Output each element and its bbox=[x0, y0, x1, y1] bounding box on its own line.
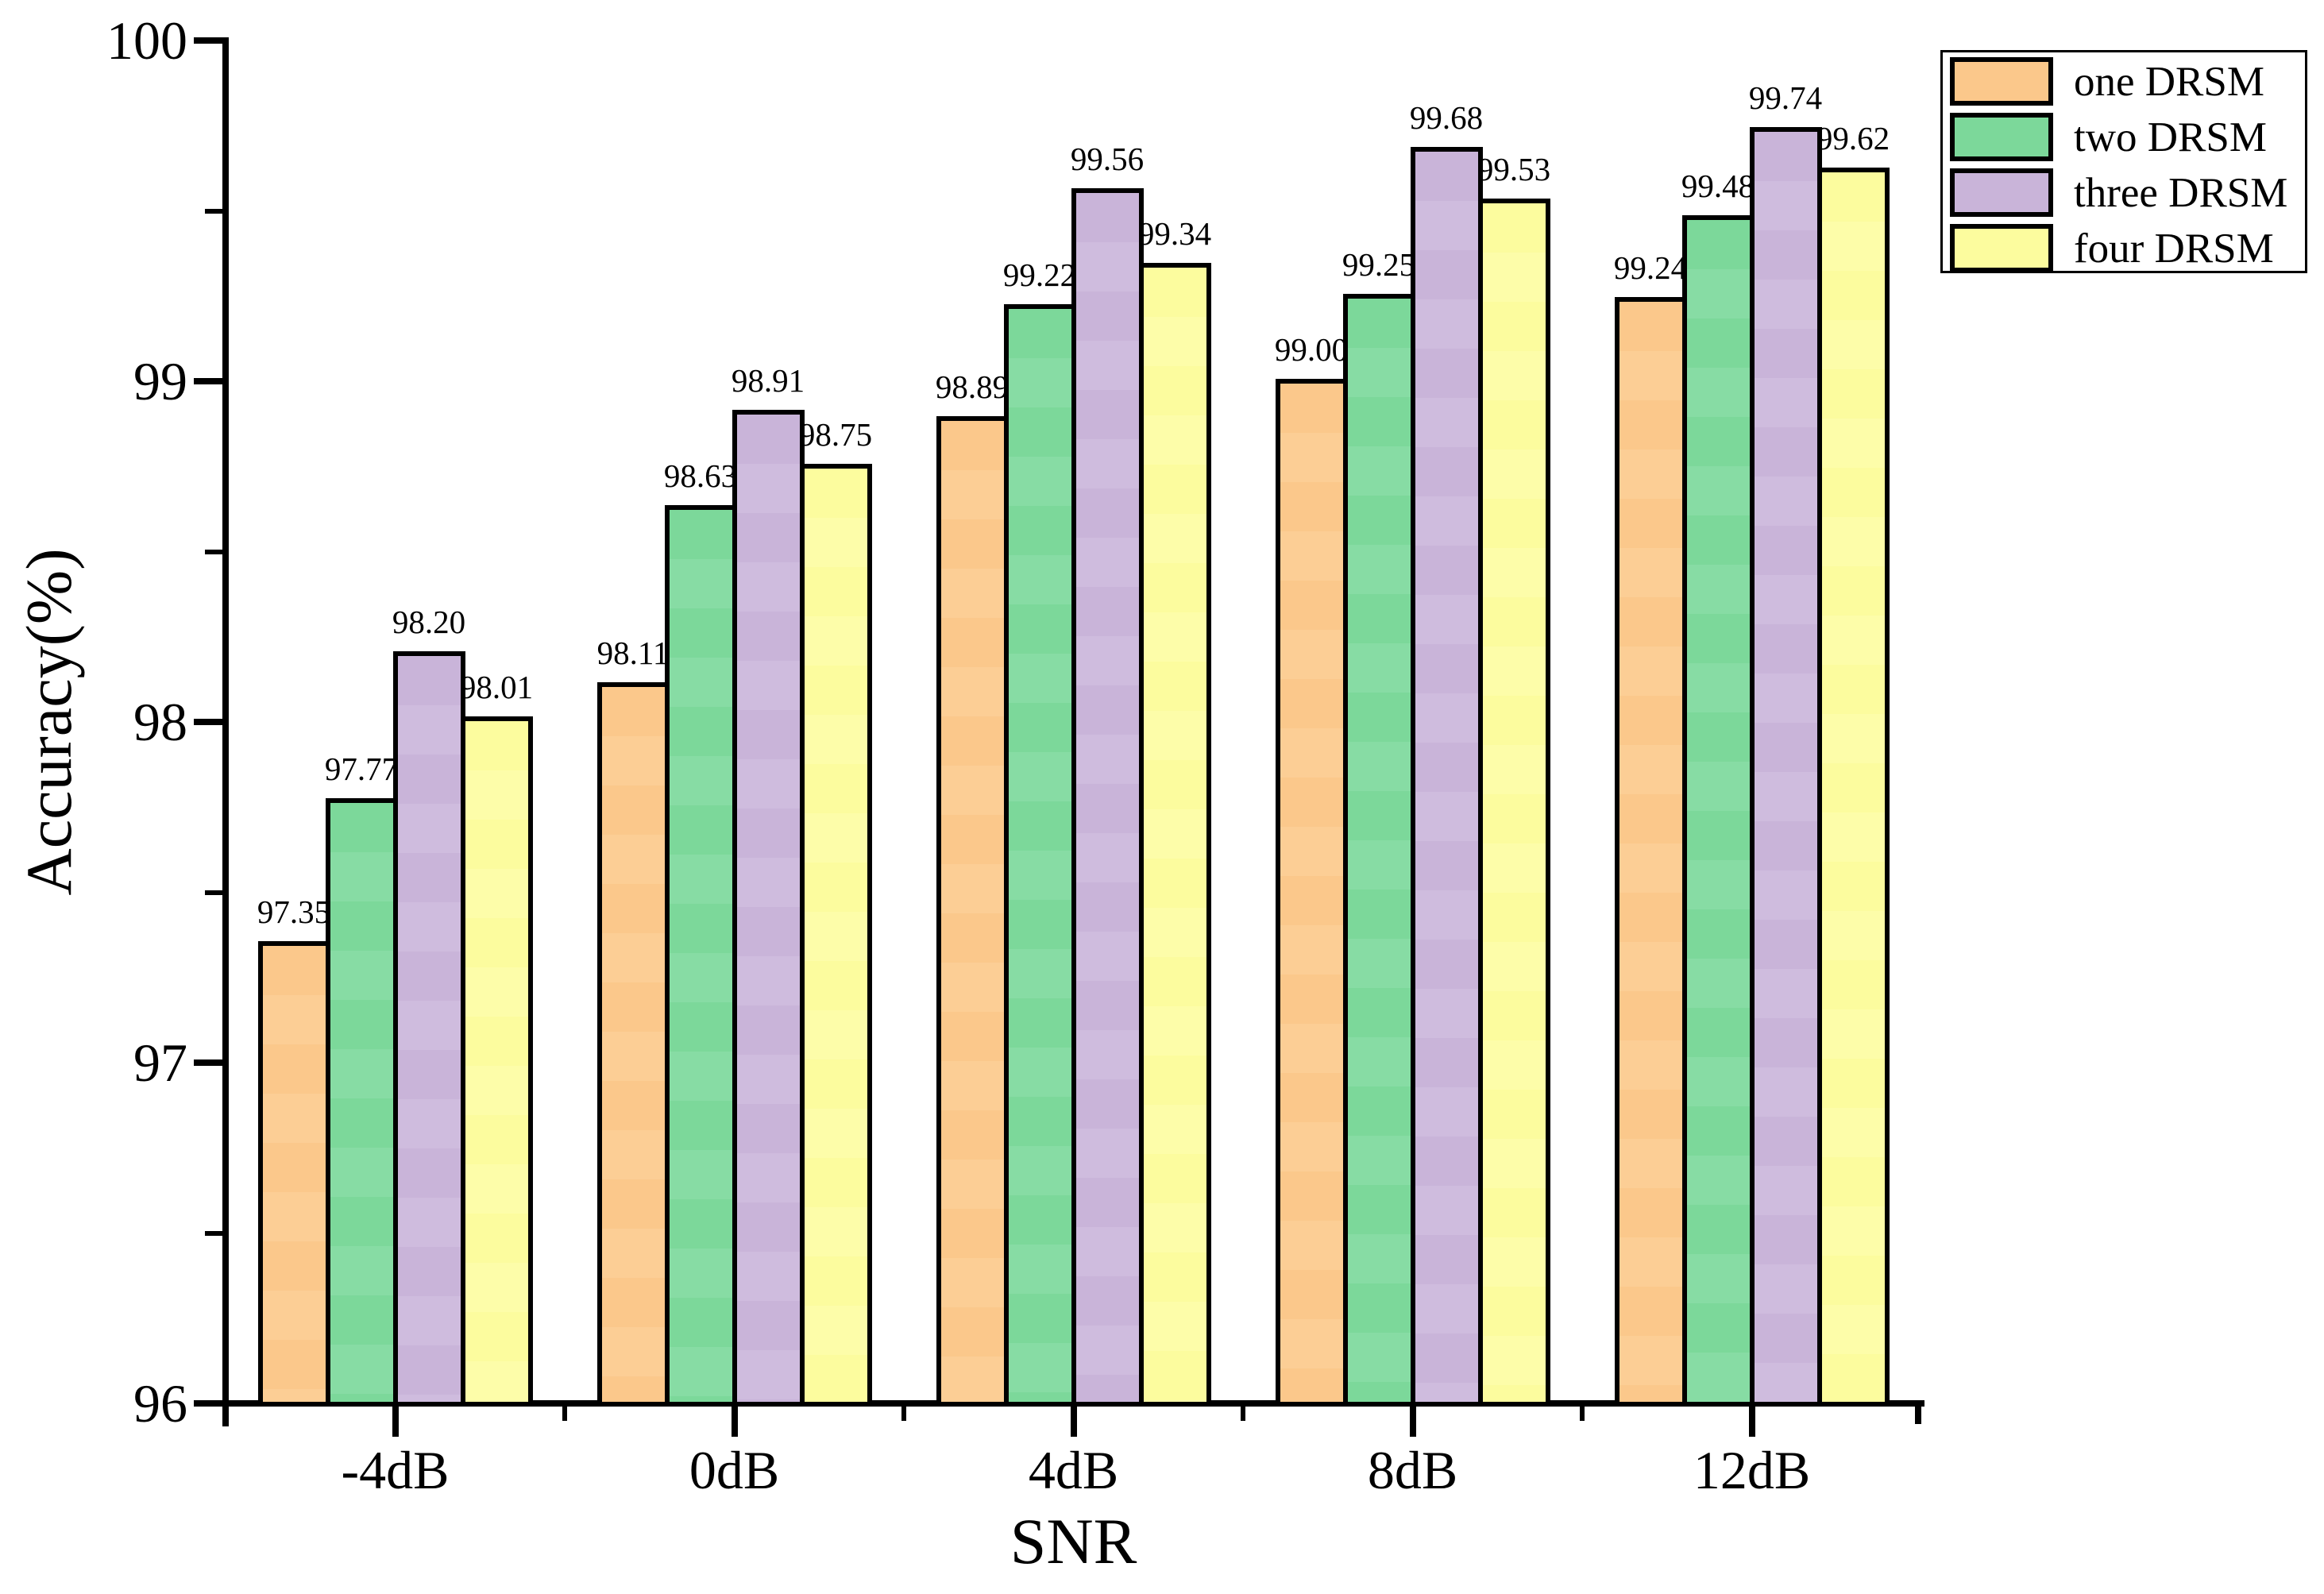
y-minor-tick bbox=[205, 208, 222, 214]
legend-item-four-DRSM: four DRSM bbox=[1943, 221, 2305, 276]
bar-value-label: 99.24 bbox=[1613, 249, 1688, 287]
legend-item-two-DRSM: two DRSM bbox=[1943, 110, 2305, 165]
x-tick-label: 12dB bbox=[1693, 1440, 1811, 1500]
x-tick-label: -4dB bbox=[341, 1440, 450, 1500]
legend-item-one-DRSM: one DRSM bbox=[1943, 54, 2305, 110]
legend-label: three DRSM bbox=[2074, 170, 2288, 216]
bar-two-DRSM--4dB bbox=[325, 797, 398, 1407]
bar-value-label: 98.20 bbox=[392, 604, 466, 641]
legend-swatch bbox=[1950, 113, 2053, 161]
x-minor-tick bbox=[1580, 1403, 1585, 1421]
y-major-tick bbox=[194, 378, 229, 384]
bar-value-label: 98.63 bbox=[663, 457, 738, 494]
legend-item-three-DRSM: three DRSM bbox=[1943, 165, 2305, 221]
bar-value-label: 97.35 bbox=[257, 893, 331, 930]
bar-value-label: 97.77 bbox=[324, 750, 399, 787]
bar-one-DRSM-12dB bbox=[1614, 297, 1687, 1407]
x-minor-tick bbox=[562, 1403, 567, 1421]
bar-one-DRSM--4dB bbox=[257, 940, 330, 1407]
bar-two-DRSM-8dB bbox=[1342, 293, 1415, 1407]
y-minor-tick bbox=[205, 549, 222, 554]
bar-value-label: 99.48 bbox=[1681, 168, 1755, 205]
x-tick-label: 0dB bbox=[689, 1440, 780, 1500]
y-axis-title: Accuracy(%) bbox=[13, 548, 85, 896]
bar-value-label: 98.91 bbox=[731, 361, 805, 399]
y-minor-tick bbox=[205, 890, 222, 895]
bar-one-DRSM-0dB bbox=[596, 681, 670, 1407]
bar-value-label: 99.53 bbox=[1477, 150, 1551, 187]
bar-value-label: 99.68 bbox=[1409, 99, 1484, 137]
bar-value-label: 99.56 bbox=[1070, 140, 1145, 177]
bar-four-DRSM-8dB bbox=[1477, 198, 1550, 1407]
bar-four-DRSM-12dB bbox=[1816, 168, 1890, 1407]
x-axis-title: SNR bbox=[1010, 1505, 1137, 1577]
bar-three-DRSM-12dB bbox=[1749, 126, 1822, 1407]
legend-label: four DRSM bbox=[2074, 226, 2274, 272]
y-tick-label: 98 bbox=[133, 692, 187, 752]
bar-one-DRSM-8dB bbox=[1275, 379, 1348, 1407]
bar-value-label: 99.34 bbox=[1137, 215, 1212, 253]
bar-value-label: 99.25 bbox=[1342, 245, 1416, 283]
bar-four-DRSM--4dB bbox=[460, 716, 533, 1407]
y-tick-label: 100 bbox=[106, 10, 187, 71]
y-major-tick bbox=[194, 1059, 229, 1066]
bar-two-DRSM-12dB bbox=[1681, 215, 1755, 1407]
y-tick-label: 96 bbox=[133, 1373, 187, 1434]
bar-value-label: 98.01 bbox=[459, 668, 534, 705]
bar-two-DRSM-4dB bbox=[1003, 303, 1076, 1407]
legend-swatch bbox=[1950, 224, 2053, 272]
legend-label: two DRSM bbox=[2074, 114, 2267, 160]
y-major-tick bbox=[194, 1400, 229, 1407]
legend-swatch bbox=[1950, 57, 2053, 106]
y-major-tick bbox=[194, 37, 229, 44]
x-major-tick bbox=[731, 1403, 738, 1437]
y-tick-label: 97 bbox=[133, 1032, 187, 1093]
x-major-tick bbox=[1409, 1403, 1416, 1437]
legend-swatch bbox=[1950, 168, 2053, 217]
bar-value-label: 98.89 bbox=[935, 369, 1010, 406]
bar-value-label: 98.11 bbox=[596, 634, 670, 671]
y-major-tick bbox=[194, 719, 229, 725]
bar-three-DRSM-0dB bbox=[732, 409, 805, 1407]
x-minor-tick bbox=[901, 1403, 906, 1421]
y-axis-line bbox=[222, 37, 229, 1426]
x-major-tick bbox=[1748, 1403, 1755, 1437]
bar-value-label: 98.75 bbox=[798, 416, 873, 453]
bar-value-label: 99.62 bbox=[1816, 120, 1890, 157]
bar-value-label: 99.74 bbox=[1748, 79, 1823, 116]
y-tick-label: 99 bbox=[133, 351, 187, 411]
legend: one DRSM two DRSM three DRSM four DRSM bbox=[1940, 50, 2307, 273]
bar-one-DRSM-4dB bbox=[936, 416, 1009, 1407]
x-tick-label: 4dB bbox=[1028, 1440, 1119, 1500]
x-major-tick bbox=[392, 1403, 399, 1437]
legend-label: one DRSM bbox=[2074, 59, 2265, 105]
bar-four-DRSM-0dB bbox=[799, 464, 872, 1407]
x-major-tick bbox=[1070, 1403, 1077, 1437]
x-tick-label: 8dB bbox=[1367, 1440, 1458, 1500]
bar-four-DRSM-4dB bbox=[1138, 263, 1211, 1407]
x-axis-end-tick bbox=[1915, 1403, 1921, 1424]
y-minor-tick bbox=[205, 1230, 222, 1236]
x-minor-tick bbox=[1241, 1403, 1245, 1421]
bar-value-label: 99.00 bbox=[1274, 331, 1349, 368]
bar-value-label: 99.22 bbox=[1002, 256, 1077, 293]
